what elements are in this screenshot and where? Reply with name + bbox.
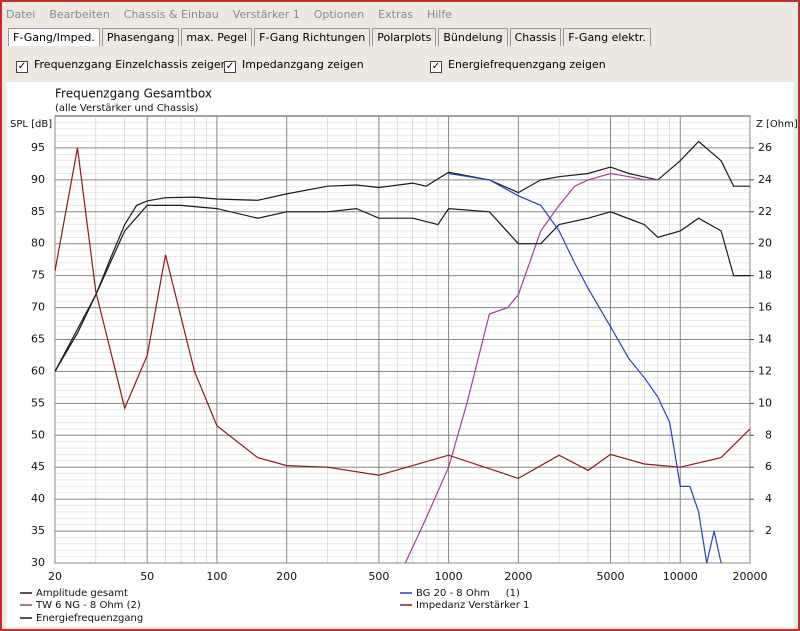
checkbox-box[interactable]: ✓	[16, 61, 28, 73]
y-tick-label: 40	[31, 492, 45, 505]
y-tick-label: 30	[31, 556, 45, 569]
y2-tick-label: 24	[758, 173, 772, 186]
y2-tick-label: 10	[758, 396, 772, 409]
y2-tick-label: 20	[758, 237, 772, 250]
tab[interactable]: Chassis	[509, 28, 562, 46]
x-tick-label: 5000	[597, 570, 625, 583]
y-tick-label: 50	[31, 428, 45, 441]
x-tick-label: 50	[140, 570, 154, 583]
tab[interactable]: Polarplots	[372, 28, 437, 46]
legend-label: Amplitude gesamt	[36, 588, 128, 599]
menu-item[interactable]: Hilfe	[426, 8, 452, 21]
legend-label: BG 20 - 8 Ohm (1)	[416, 588, 520, 599]
tab[interactable]: Phasengang	[101, 28, 180, 46]
y2-tick-label: 26	[758, 141, 772, 154]
y-tick-label: 65	[31, 333, 45, 346]
y-tick-label: 95	[31, 141, 45, 154]
y2-tick-label: 16	[758, 301, 772, 314]
series-line	[404, 172, 658, 564]
series-line	[54, 204, 750, 372]
y-tick-label: 35	[31, 524, 45, 537]
y-tick-label: 90	[31, 173, 45, 186]
y-tick-label: 80	[31, 237, 45, 250]
menu-item[interactable]: Chassis & Einbau	[123, 8, 219, 21]
tab[interactable]: max. Pegel	[181, 28, 253, 46]
tab[interactable]: Bündelung	[438, 28, 508, 46]
tab-bar: F-Gang/Imped. Phasengang max. Pegel F-Gang …	[8, 28, 653, 46]
y-tick-label: 55	[31, 396, 45, 409]
menu-item[interactable]: Extras	[378, 8, 413, 21]
y-axis-label: SPL [dB]	[10, 119, 52, 130]
legend-label: Impedanz Verstärker 1	[416, 600, 529, 611]
y-tick-label: 60	[31, 364, 45, 377]
checkbox[interactable]: ✓ Energiefrequenzgang zeigen	[430, 58, 606, 73]
tab[interactable]: F-Gang/Imped.	[8, 28, 100, 46]
chart-title: Frequenzgang Gesamtbox	[55, 87, 212, 101]
y2-tick-label: 22	[758, 205, 772, 218]
y2-tick-label: 4	[765, 492, 772, 505]
y2-tick-label: 6	[765, 460, 772, 473]
y2-axis-label: Z [Ohm]	[756, 119, 798, 130]
menu-item[interactable]: Bearbeiten	[49, 8, 110, 21]
y2-tick-label: 8	[765, 428, 772, 441]
y2-tick-label: 12	[758, 364, 772, 377]
menu-bar: Datei Bearbeiten Chassis & Einbau Verstärke…	[6, 8, 452, 21]
checkbox-label[interactable]: Frequenzgang Einzelchassis zeigen	[34, 58, 228, 71]
x-tick-label: 2000	[504, 570, 532, 583]
y-tick-label: 85	[31, 205, 45, 218]
checkbox[interactable]: ✓ Impedanzgang zeigen	[224, 58, 364, 73]
series-line	[54, 147, 751, 480]
chart-subtitle: (alle Verstärker und Chassis)	[55, 103, 199, 114]
x-tick-label: 10000	[663, 570, 698, 583]
menu-item[interactable]: Verstärker 1	[232, 8, 300, 21]
series-line	[448, 172, 722, 564]
menu-item[interactable]: Optionen	[313, 8, 365, 21]
tab[interactable]: F-Gang Richtungen	[254, 28, 371, 46]
x-tick-label: 20	[48, 570, 62, 583]
legend-label: Energiefrequenzgang	[36, 613, 143, 624]
x-tick-label: 20000	[733, 570, 768, 583]
menu-item[interactable]: Datei	[6, 8, 36, 21]
y-tick-label: 45	[31, 460, 45, 473]
y2-tick-label: 14	[758, 333, 772, 346]
checkbox-box[interactable]: ✓	[430, 61, 442, 73]
y-tick-label: 70	[31, 301, 45, 314]
checkbox-label[interactable]: Energiefrequenzgang zeigen	[448, 58, 606, 71]
tab[interactable]: F-Gang elektr.	[563, 28, 651, 46]
x-tick-label: 200	[276, 570, 297, 583]
checkbox-box[interactable]: ✓	[224, 61, 236, 73]
y2-tick-label: 18	[758, 269, 772, 282]
checkbox-label[interactable]: Impedanzgang zeigen	[242, 58, 364, 71]
legend-label: TW 6 NG - 8 Ohm (2)	[35, 600, 141, 611]
x-tick-label: 100	[206, 570, 227, 583]
y-tick-label: 75	[31, 269, 45, 282]
checkbox[interactable]: ✓ Frequenzgang Einzelchassis zeigen	[16, 58, 228, 73]
x-tick-label: 500	[368, 570, 389, 583]
x-tick-label: 1000	[435, 570, 463, 583]
y2-tick-label: 2	[765, 524, 772, 537]
